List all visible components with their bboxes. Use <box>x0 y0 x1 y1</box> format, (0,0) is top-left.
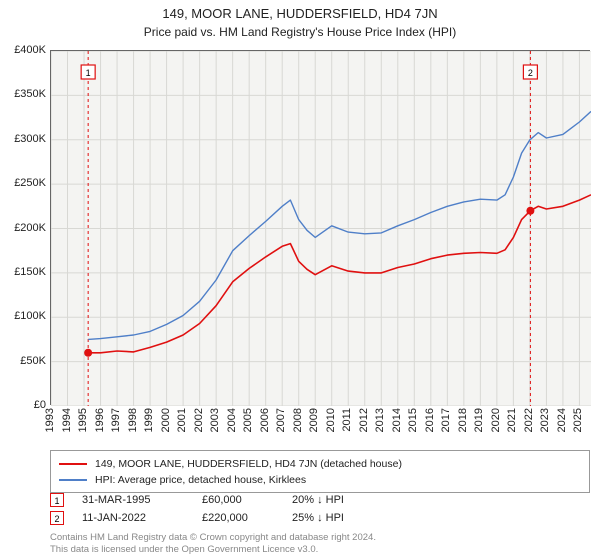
x-tick-label: 2025 <box>572 408 584 432</box>
x-tick-label: 2000 <box>160 408 172 432</box>
x-tick-label: 2016 <box>424 408 436 432</box>
y-tick-label: £150K <box>14 266 46 278</box>
x-tick-label: 2002 <box>193 408 205 432</box>
x-tick-label: 2008 <box>292 408 304 432</box>
transaction-delta: 20% ↓ HPI <box>292 494 344 506</box>
chart-container: 149, MOOR LANE, HUDDERSFIELD, HD4 7JN Pr… <box>0 0 600 560</box>
x-tick-label: 2012 <box>358 408 370 432</box>
transaction-delta: 25% ↓ HPI <box>292 512 344 524</box>
x-tick-label: 1995 <box>77 408 89 432</box>
transaction-date: 11-JAN-2022 <box>82 512 202 524</box>
x-tick-label: 2011 <box>341 408 353 432</box>
x-tick-label: 2005 <box>242 408 254 432</box>
y-tick-label: £50K <box>20 355 46 367</box>
x-tick-label: 1997 <box>110 408 122 432</box>
y-tick-label: £250K <box>14 177 46 189</box>
legend-item: HPI: Average price, detached house, Kirk… <box>59 472 581 488</box>
plot: 12 <box>50 50 590 405</box>
x-tick-label: 2020 <box>490 408 502 432</box>
svg-text:1: 1 <box>86 68 91 78</box>
transaction-price: £220,000 <box>202 512 292 524</box>
legend-item: 149, MOOR LANE, HUDDERSFIELD, HD4 7JN (d… <box>59 456 581 472</box>
x-tick-label: 1996 <box>94 408 106 432</box>
legend-label: 149, MOOR LANE, HUDDERSFIELD, HD4 7JN (d… <box>95 458 402 470</box>
attribution-line: Contains HM Land Registry data © Crown c… <box>50 532 590 544</box>
transaction-badge-1: 1 <box>50 493 64 507</box>
x-tick-label: 2014 <box>391 408 403 432</box>
y-tick-label: £300K <box>14 133 46 145</box>
transaction-row-2: 2 11-JAN-2022 £220,000 25% ↓ HPI <box>50 511 590 525</box>
x-tick-label: 1993 <box>44 408 56 432</box>
x-tick-label: 1994 <box>61 408 73 432</box>
x-tick-label: 1999 <box>143 408 155 432</box>
x-tick-label: 2013 <box>374 408 386 432</box>
chart-title: 149, MOOR LANE, HUDDERSFIELD, HD4 7JN <box>0 0 600 21</box>
x-tick-label: 2004 <box>226 408 238 432</box>
y-tick-label: £100K <box>14 310 46 322</box>
x-tick-label: 2006 <box>259 408 271 432</box>
transaction-row-1: 1 31-MAR-1995 £60,000 20% ↓ HPI <box>50 493 590 507</box>
legend-swatch <box>59 463 87 465</box>
x-tick-label: 2010 <box>325 408 337 432</box>
legend-label: HPI: Average price, detached house, Kirk… <box>95 474 306 486</box>
legend-swatch <box>59 479 87 480</box>
plot-svg: 12 <box>51 51 591 406</box>
legend: 149, MOOR LANE, HUDDERSFIELD, HD4 7JN (d… <box>50 450 590 493</box>
y-tick-label: £350K <box>14 88 46 100</box>
transaction-badge-2: 2 <box>50 511 64 525</box>
transaction-price: £60,000 <box>202 494 292 506</box>
svg-text:2: 2 <box>528 68 533 78</box>
x-tick-label: 2017 <box>440 408 452 432</box>
x-tick-label: 2022 <box>523 408 535 432</box>
transaction-date: 31-MAR-1995 <box>82 494 202 506</box>
attribution: Contains HM Land Registry data © Crown c… <box>50 532 590 556</box>
chart-area: 12 £0£50K£100K£150K£200K£250K£300K£350K£… <box>50 50 590 405</box>
x-tick-label: 1998 <box>127 408 139 432</box>
attribution-line: This data is licensed under the Open Gov… <box>50 544 590 556</box>
x-tick-label: 2019 <box>473 408 485 432</box>
x-tick-label: 2003 <box>209 408 221 432</box>
x-tick-label: 2007 <box>275 408 287 432</box>
x-tick-label: 2023 <box>539 408 551 432</box>
x-tick-label: 2015 <box>407 408 419 432</box>
y-tick-label: £200K <box>14 222 46 234</box>
x-tick-label: 2001 <box>176 408 188 432</box>
x-tick-label: 2024 <box>556 408 568 432</box>
x-tick-label: 2009 <box>308 408 320 432</box>
x-tick-label: 2021 <box>506 408 518 432</box>
y-tick-label: £400K <box>14 44 46 56</box>
chart-subtitle: Price paid vs. HM Land Registry's House … <box>0 21 600 43</box>
x-tick-label: 2018 <box>457 408 469 432</box>
